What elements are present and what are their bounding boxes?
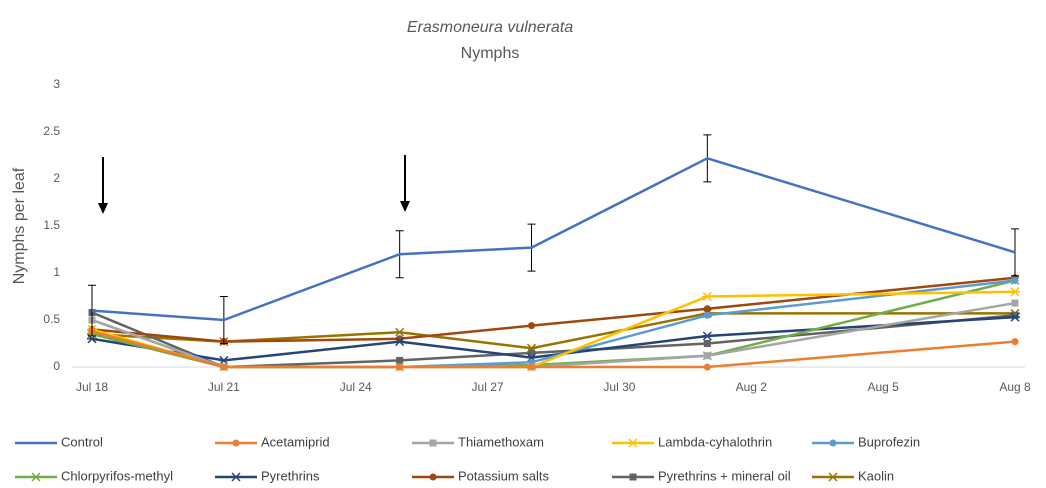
marker	[394, 337, 405, 347]
series	[88, 134, 1019, 344]
x-tick-label: Jul 27	[472, 380, 504, 394]
legend-label: Lambda-cyhalothrin	[658, 434, 772, 449]
marker	[31, 472, 41, 482]
marker	[703, 340, 711, 347]
marker	[703, 305, 711, 313]
marker	[628, 438, 638, 448]
legend-item: Lambda-cyhalothrin	[612, 434, 772, 449]
marker	[394, 327, 405, 337]
x-tick-label: Aug 2	[736, 380, 768, 394]
legend-label: Pyrethrins + mineral oil	[658, 468, 791, 483]
marker	[629, 473, 637, 481]
legend-label: Acetamiprid	[261, 434, 330, 449]
series-line	[91, 276, 1016, 343]
marker	[231, 472, 241, 482]
chart-subtitle: Nymphs	[461, 45, 520, 62]
legend-label: Thiamethoxam	[458, 434, 544, 449]
marker	[220, 363, 228, 371]
legend-item: Buprofezin	[812, 434, 920, 449]
series	[87, 312, 1020, 365]
legend-item: Acetamiprid	[215, 434, 330, 449]
legend-label: Kaolin	[858, 468, 894, 483]
series-line	[91, 330, 1016, 369]
x-tick-label: Jul 21	[208, 380, 240, 394]
legend-item: Pyrethrins	[215, 468, 320, 483]
legend-label: Pyrethrins	[261, 468, 320, 483]
x-tick-label: Aug 8	[999, 380, 1031, 394]
legend-item: Pyrethrins + mineral oil	[612, 468, 791, 483]
marker	[1010, 287, 1020, 297]
marker	[396, 363, 404, 371]
y-tick-label: 3	[53, 77, 60, 91]
series	[87, 287, 1020, 372]
marker	[1010, 312, 1020, 322]
chart-title: Erasmoneura vulnerata	[407, 19, 573, 36]
marker	[1011, 277, 1019, 285]
x-tick-label: Jul 24	[340, 380, 372, 394]
series-line	[91, 315, 1016, 362]
marker	[528, 363, 536, 371]
series	[88, 274, 1019, 346]
marker	[703, 363, 711, 371]
marker	[829, 439, 837, 447]
marker	[1011, 311, 1019, 319]
legend-label: Potassium salts	[458, 468, 550, 483]
legend-item: Chlorpyrifos-methyl	[15, 468, 173, 483]
marker	[703, 311, 711, 319]
marker	[1011, 299, 1019, 307]
series-line	[91, 156, 1016, 322]
y-tick-label: 1	[53, 265, 60, 279]
legend-item: Kaolin	[812, 468, 894, 483]
marker	[528, 322, 536, 330]
marker	[828, 472, 838, 482]
marker	[702, 291, 713, 302]
y-tick-label: 0	[53, 359, 60, 373]
marker	[702, 331, 713, 341]
x-tick-label: Aug 5	[867, 380, 899, 394]
x-tick-label: Jul 18	[76, 380, 108, 394]
marker	[429, 473, 437, 481]
marker	[396, 356, 404, 364]
marker	[703, 352, 711, 360]
legend-label: Buprofezin	[858, 434, 920, 449]
marker	[429, 439, 437, 447]
y-tick-label: 0.5	[43, 312, 60, 326]
marker	[218, 355, 229, 365]
legend-label: Chlorpyrifos-methyl	[61, 468, 173, 483]
arrows	[98, 155, 410, 214]
marker	[528, 349, 536, 357]
x-tick-label: Jul 30	[603, 380, 635, 394]
y-tick-label: 2	[53, 171, 60, 185]
legend-item: Control	[15, 434, 103, 449]
y-tick-label: 2.5	[43, 124, 60, 138]
series	[87, 308, 1020, 353]
y-axis-label: Nymphs per leaf	[11, 167, 28, 284]
legend-item: Thiamethoxam	[412, 434, 544, 449]
marker	[232, 439, 240, 447]
legend-item: Potassium salts	[412, 468, 550, 483]
legend-label: Control	[61, 434, 103, 449]
y-tick-label: 1.5	[43, 218, 60, 232]
marker	[1011, 338, 1019, 346]
